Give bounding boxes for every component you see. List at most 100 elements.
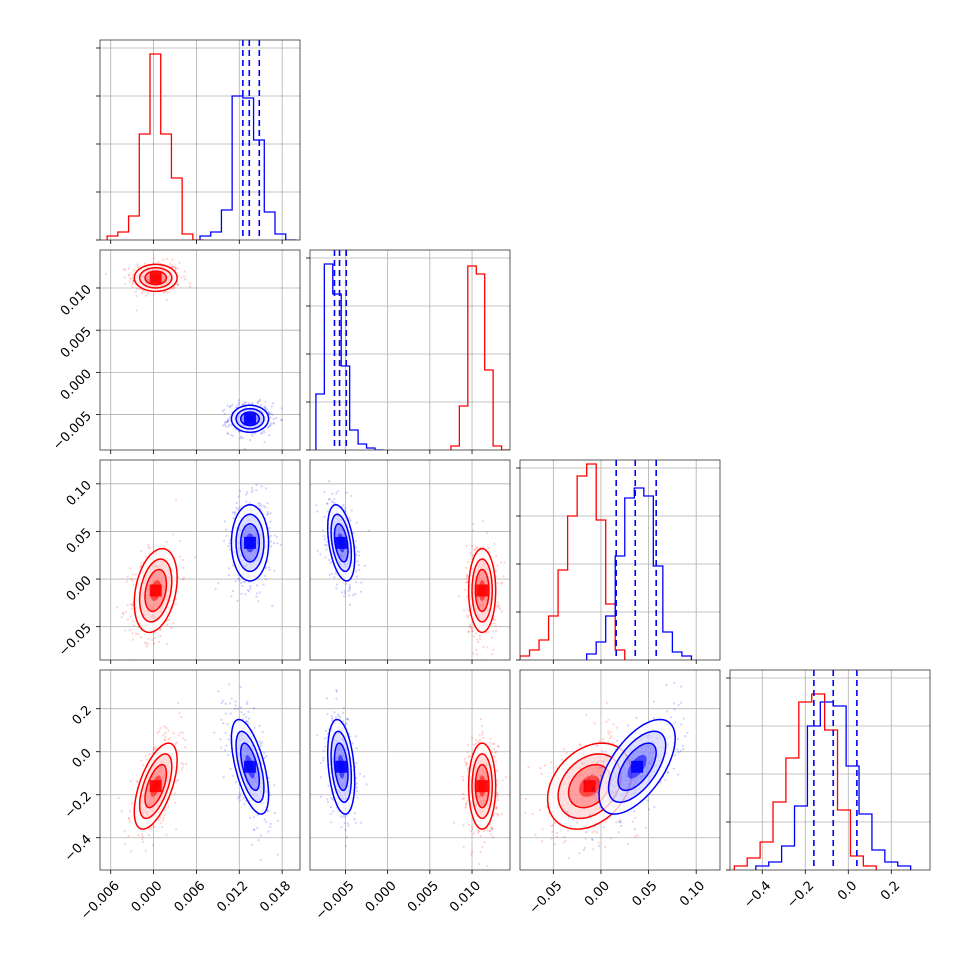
scatter-point-blue	[266, 513, 269, 516]
scatter-point-red	[462, 792, 465, 795]
scatter-point-blue	[344, 510, 347, 513]
scatter-point-red	[494, 812, 498, 815]
scatter-point-red	[490, 636, 493, 639]
scatter-point-blue	[220, 746, 223, 749]
scatter-point-blue	[355, 570, 358, 573]
scatter-point-blue	[355, 747, 358, 750]
scatter-point-blue	[358, 550, 361, 553]
scatter-point-blue	[245, 720, 248, 723]
contour-line-red	[138, 753, 173, 820]
scatter-point-blue	[328, 558, 331, 561]
scatter-point-blue	[324, 556, 327, 559]
scatter-point-blue	[263, 431, 266, 434]
scatter-panel-3-2	[519, 669, 721, 871]
scatter-point-red	[610, 735, 613, 738]
scatter-point-blue	[593, 794, 596, 797]
scatter-point-blue	[276, 819, 279, 822]
scatter-point-red	[461, 776, 464, 779]
scatter-point-red	[140, 562, 143, 565]
scatter-point-blue	[231, 589, 235, 593]
scatter-point-red	[174, 603, 177, 606]
scatter-point-red	[608, 737, 612, 740]
scatter-point-blue	[233, 513, 236, 516]
scatter-point-red	[159, 726, 162, 730]
scatter-point-red	[467, 744, 470, 747]
scatter-point-blue	[264, 407, 267, 410]
scatter-point-blue	[328, 497, 331, 501]
scatter-point-blue	[247, 710, 250, 713]
scatter-point-red	[162, 291, 165, 294]
scatter-point-red	[567, 857, 570, 860]
scatter-point-blue	[326, 713, 329, 716]
scatter-point-blue	[230, 424, 233, 427]
scatter-point-red	[579, 743, 582, 746]
scatter-point-blue	[588, 777, 591, 781]
scatter-point-blue	[231, 774, 234, 777]
scatter-point-red	[605, 701, 608, 704]
scatter-point-red	[464, 802, 468, 805]
scatter-point-blue	[229, 767, 232, 771]
scatter-point-red	[609, 731, 612, 734]
scatter-point-blue	[259, 507, 262, 511]
scatter-point-red	[123, 842, 126, 845]
scatter-point-blue	[267, 830, 270, 833]
scatter-point-red	[172, 533, 175, 536]
scatter-point-red	[496, 794, 499, 797]
scatter-point-blue	[340, 815, 343, 818]
scatter-point-blue	[253, 432, 256, 435]
scatter-point-red	[595, 831, 599, 834]
scatter-point-blue	[248, 501, 251, 505]
scatter-point-blue	[244, 593, 247, 596]
scatter-point-blue	[229, 702, 232, 705]
scatter-point-blue	[226, 404, 229, 407]
scatter-point-red	[501, 581, 504, 584]
scatter-point-red	[168, 618, 171, 621]
scatter-point-blue	[263, 441, 266, 444]
scatter-point-red	[636, 834, 639, 837]
scatter-point-red	[182, 566, 185, 569]
scatter-point-red	[122, 613, 125, 616]
scatter-point-red	[148, 547, 151, 550]
scatter-point-blue	[344, 828, 347, 831]
panel-frame	[309, 459, 511, 661]
scatter-point-blue	[357, 564, 360, 567]
scatter-point-blue	[228, 683, 231, 686]
scatter-point-blue	[268, 434, 271, 437]
scatter-point-red	[163, 739, 167, 742]
scatter-point-blue	[234, 511, 237, 514]
scatter-point-blue	[344, 582, 347, 585]
scatter-point-blue	[323, 737, 326, 740]
scatter-point-blue	[326, 540, 329, 543]
scatter-point-blue	[670, 716, 673, 719]
scatter-point-red	[177, 734, 180, 737]
scatter-point-red	[139, 565, 142, 568]
scatter-point-red	[490, 826, 493, 829]
scatter-point-red	[578, 851, 581, 855]
scatter-point-blue	[241, 403, 244, 406]
scatter-point-blue	[225, 528, 228, 531]
scatter-point-blue	[342, 503, 345, 507]
scatter-point-red	[481, 733, 484, 736]
contour-line-blue	[230, 404, 270, 434]
scatter-point-red	[174, 780, 177, 783]
scatter-point-blue	[273, 569, 276, 572]
scatter-point-red	[120, 810, 123, 813]
scatter-point-blue	[348, 583, 351, 586]
scatter-point-blue	[664, 778, 667, 781]
scatter-point-red	[490, 833, 493, 836]
scatter-point-blue	[251, 843, 254, 846]
scatter-point-red	[495, 779, 499, 782]
scatter-point-red	[156, 731, 159, 734]
scatter-point-red	[468, 625, 471, 628]
scatter-point-red	[182, 763, 185, 766]
scatter-point-blue	[591, 788, 594, 791]
scatter-point-red	[144, 641, 147, 644]
scatter-point-blue	[331, 492, 334, 496]
scatter-point-blue	[249, 439, 252, 442]
scatter-point-blue	[353, 818, 356, 821]
scatter-point-red	[130, 603, 133, 606]
scatter-point-red	[159, 822, 162, 825]
scatter-point-blue	[344, 506, 347, 509]
scatter-point-blue	[267, 410, 270, 413]
scatter-point-blue	[213, 731, 216, 734]
